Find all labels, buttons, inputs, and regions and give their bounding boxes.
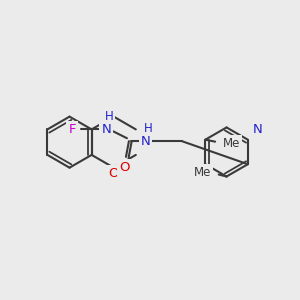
Text: O: O (109, 167, 119, 180)
Text: F: F (68, 123, 76, 136)
Text: H: H (144, 122, 153, 135)
Text: N: N (101, 123, 111, 136)
Text: H: H (105, 110, 114, 124)
Text: Me: Me (223, 137, 240, 150)
Text: Me: Me (194, 166, 211, 179)
Text: N: N (141, 135, 151, 148)
Text: O: O (119, 161, 129, 174)
Text: N: N (253, 123, 262, 136)
